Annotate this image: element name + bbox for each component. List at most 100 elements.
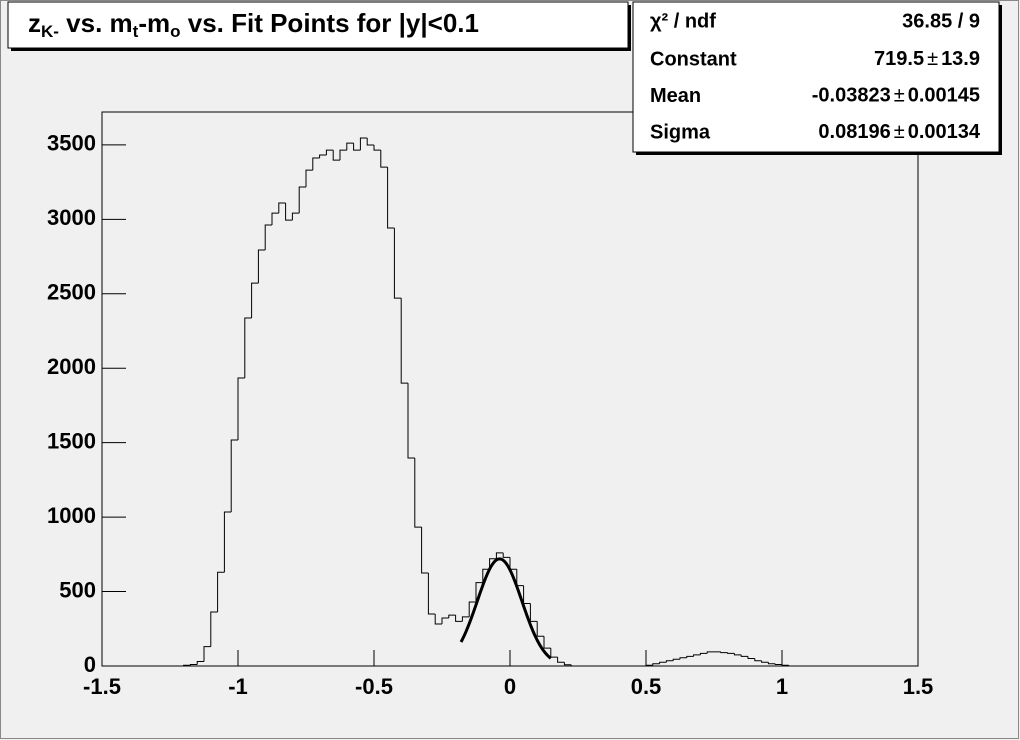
histogram-bin — [271, 212, 279, 226]
histogram-bin — [441, 617, 449, 625]
histogram-bin — [747, 656, 755, 660]
title-part: vs. m — [59, 8, 133, 38]
stats-label: χ² / ndf — [650, 10, 716, 32]
histogram-bin — [706, 651, 714, 654]
histogram-bin — [489, 558, 497, 570]
stats-value: 719.5 ±13.9 — [874, 48, 980, 70]
histogram-bin — [407, 383, 415, 459]
title-box — [7, 1, 629, 49]
histogram-bin — [788, 665, 796, 667]
histogram-bin — [312, 157, 320, 171]
y-tick-label: 3000 — [47, 205, 96, 230]
histogram-bin — [387, 167, 395, 229]
histogram-bin — [468, 601, 476, 617]
histogram-bin — [278, 202, 286, 214]
histogram-bin — [427, 572, 436, 615]
stats-sign: ± — [927, 48, 938, 70]
title-part: z — [28, 8, 41, 38]
histogram-bin — [761, 660, 769, 663]
histogram-bin — [482, 568, 490, 583]
histogram-bin — [400, 298, 408, 384]
stats-error: 0.00145 — [908, 85, 980, 107]
x-tick-label: 1 — [776, 674, 788, 699]
histogram-bin — [332, 150, 340, 161]
histogram-bin — [285, 202, 293, 221]
stats-value: -0.03823 ±0.00145 — [812, 85, 980, 107]
histogram-bin — [733, 653, 742, 656]
histogram-bin — [291, 212, 300, 221]
histogram-bin — [359, 137, 368, 151]
title-part: vs. Fit Points for |y|<0.1 — [181, 8, 479, 38]
histogram-bin — [455, 615, 463, 622]
histogram-bin — [699, 652, 708, 655]
histogram-bin — [686, 655, 694, 658]
histogram-bin — [189, 664, 198, 666]
stats-value: 0.08196 ±0.00134 — [818, 121, 980, 143]
histogram-bin — [434, 614, 442, 625]
histogram-bin — [264, 224, 272, 251]
stats-value: 36.85 / 9 — [902, 10, 980, 32]
histogram-bin — [421, 527, 429, 574]
histogram-bin — [652, 663, 660, 666]
chart-title: zK- vs. mt-mo vs. Fit Points for |y|<0.1 — [28, 8, 479, 42]
x-tick-label: 0.5 — [631, 674, 662, 699]
histogram-bin — [237, 377, 245, 440]
title-part: o — [170, 22, 180, 41]
histogram-bin — [380, 150, 388, 168]
histogram-bin — [720, 651, 728, 654]
histogram-bin — [754, 658, 762, 662]
histogram-bin — [679, 657, 687, 660]
histogram-bin — [536, 621, 544, 637]
histogram-bin — [196, 661, 204, 665]
stats-number: 719.5 — [874, 48, 924, 70]
stats-box — [632, 1, 1000, 153]
fit-curve — [459, 557, 552, 660]
histogram-bin — [767, 662, 776, 665]
histogram-bin — [339, 149, 347, 161]
histogram-bin — [461, 616, 470, 622]
histogram-bin — [298, 186, 306, 214]
histogram-bin — [217, 571, 225, 612]
stats-label: Sigma — [650, 121, 711, 143]
histogram-bin — [305, 169, 313, 188]
histogram-bin — [727, 652, 735, 654]
histogram-bin — [366, 138, 374, 146]
histogram-bin — [325, 149, 334, 156]
histogram-bin — [393, 227, 402, 299]
histogram-bin — [210, 611, 218, 647]
histogram-bin — [203, 646, 211, 662]
histogram-bin — [319, 154, 327, 159]
histogram-bin — [251, 282, 259, 319]
histogram-bin — [665, 660, 674, 663]
x-tick-label: 1.5 — [903, 674, 934, 699]
frame — [101, 111, 919, 667]
histogram-bin — [502, 552, 510, 558]
stats-number: 0.08196 — [818, 121, 890, 143]
title-part: t — [133, 22, 139, 41]
histogram-bin — [693, 654, 701, 657]
y-tick-label: 500 — [59, 577, 96, 602]
histogram-bin — [223, 511, 232, 573]
histogram-bin — [659, 661, 667, 664]
histogram-bin — [475, 582, 483, 602]
histogram-bin — [672, 658, 680, 661]
stats-label: Constant — [650, 48, 737, 70]
stats-sign: ± — [894, 121, 905, 143]
stats-sign: ± — [894, 85, 905, 107]
histogram-bin — [448, 614, 456, 619]
histogram-bin — [557, 657, 565, 663]
histogram-bin — [563, 662, 572, 666]
stats-number: -0.03823 — [812, 85, 891, 107]
histogram-bin — [353, 143, 361, 151]
y-tick-label: 3500 — [47, 131, 96, 156]
x-tick-label: -1.5 — [83, 674, 121, 699]
y-tick-label: 2000 — [47, 354, 96, 379]
histogram-bin — [740, 654, 748, 657]
title-part: -m — [138, 8, 170, 38]
histogram-bin — [543, 636, 551, 649]
stats-error: 0.00134 — [908, 121, 981, 143]
histogram-bin — [230, 439, 238, 513]
histogram-bin — [244, 317, 252, 379]
histogram-bin — [570, 664, 578, 667]
